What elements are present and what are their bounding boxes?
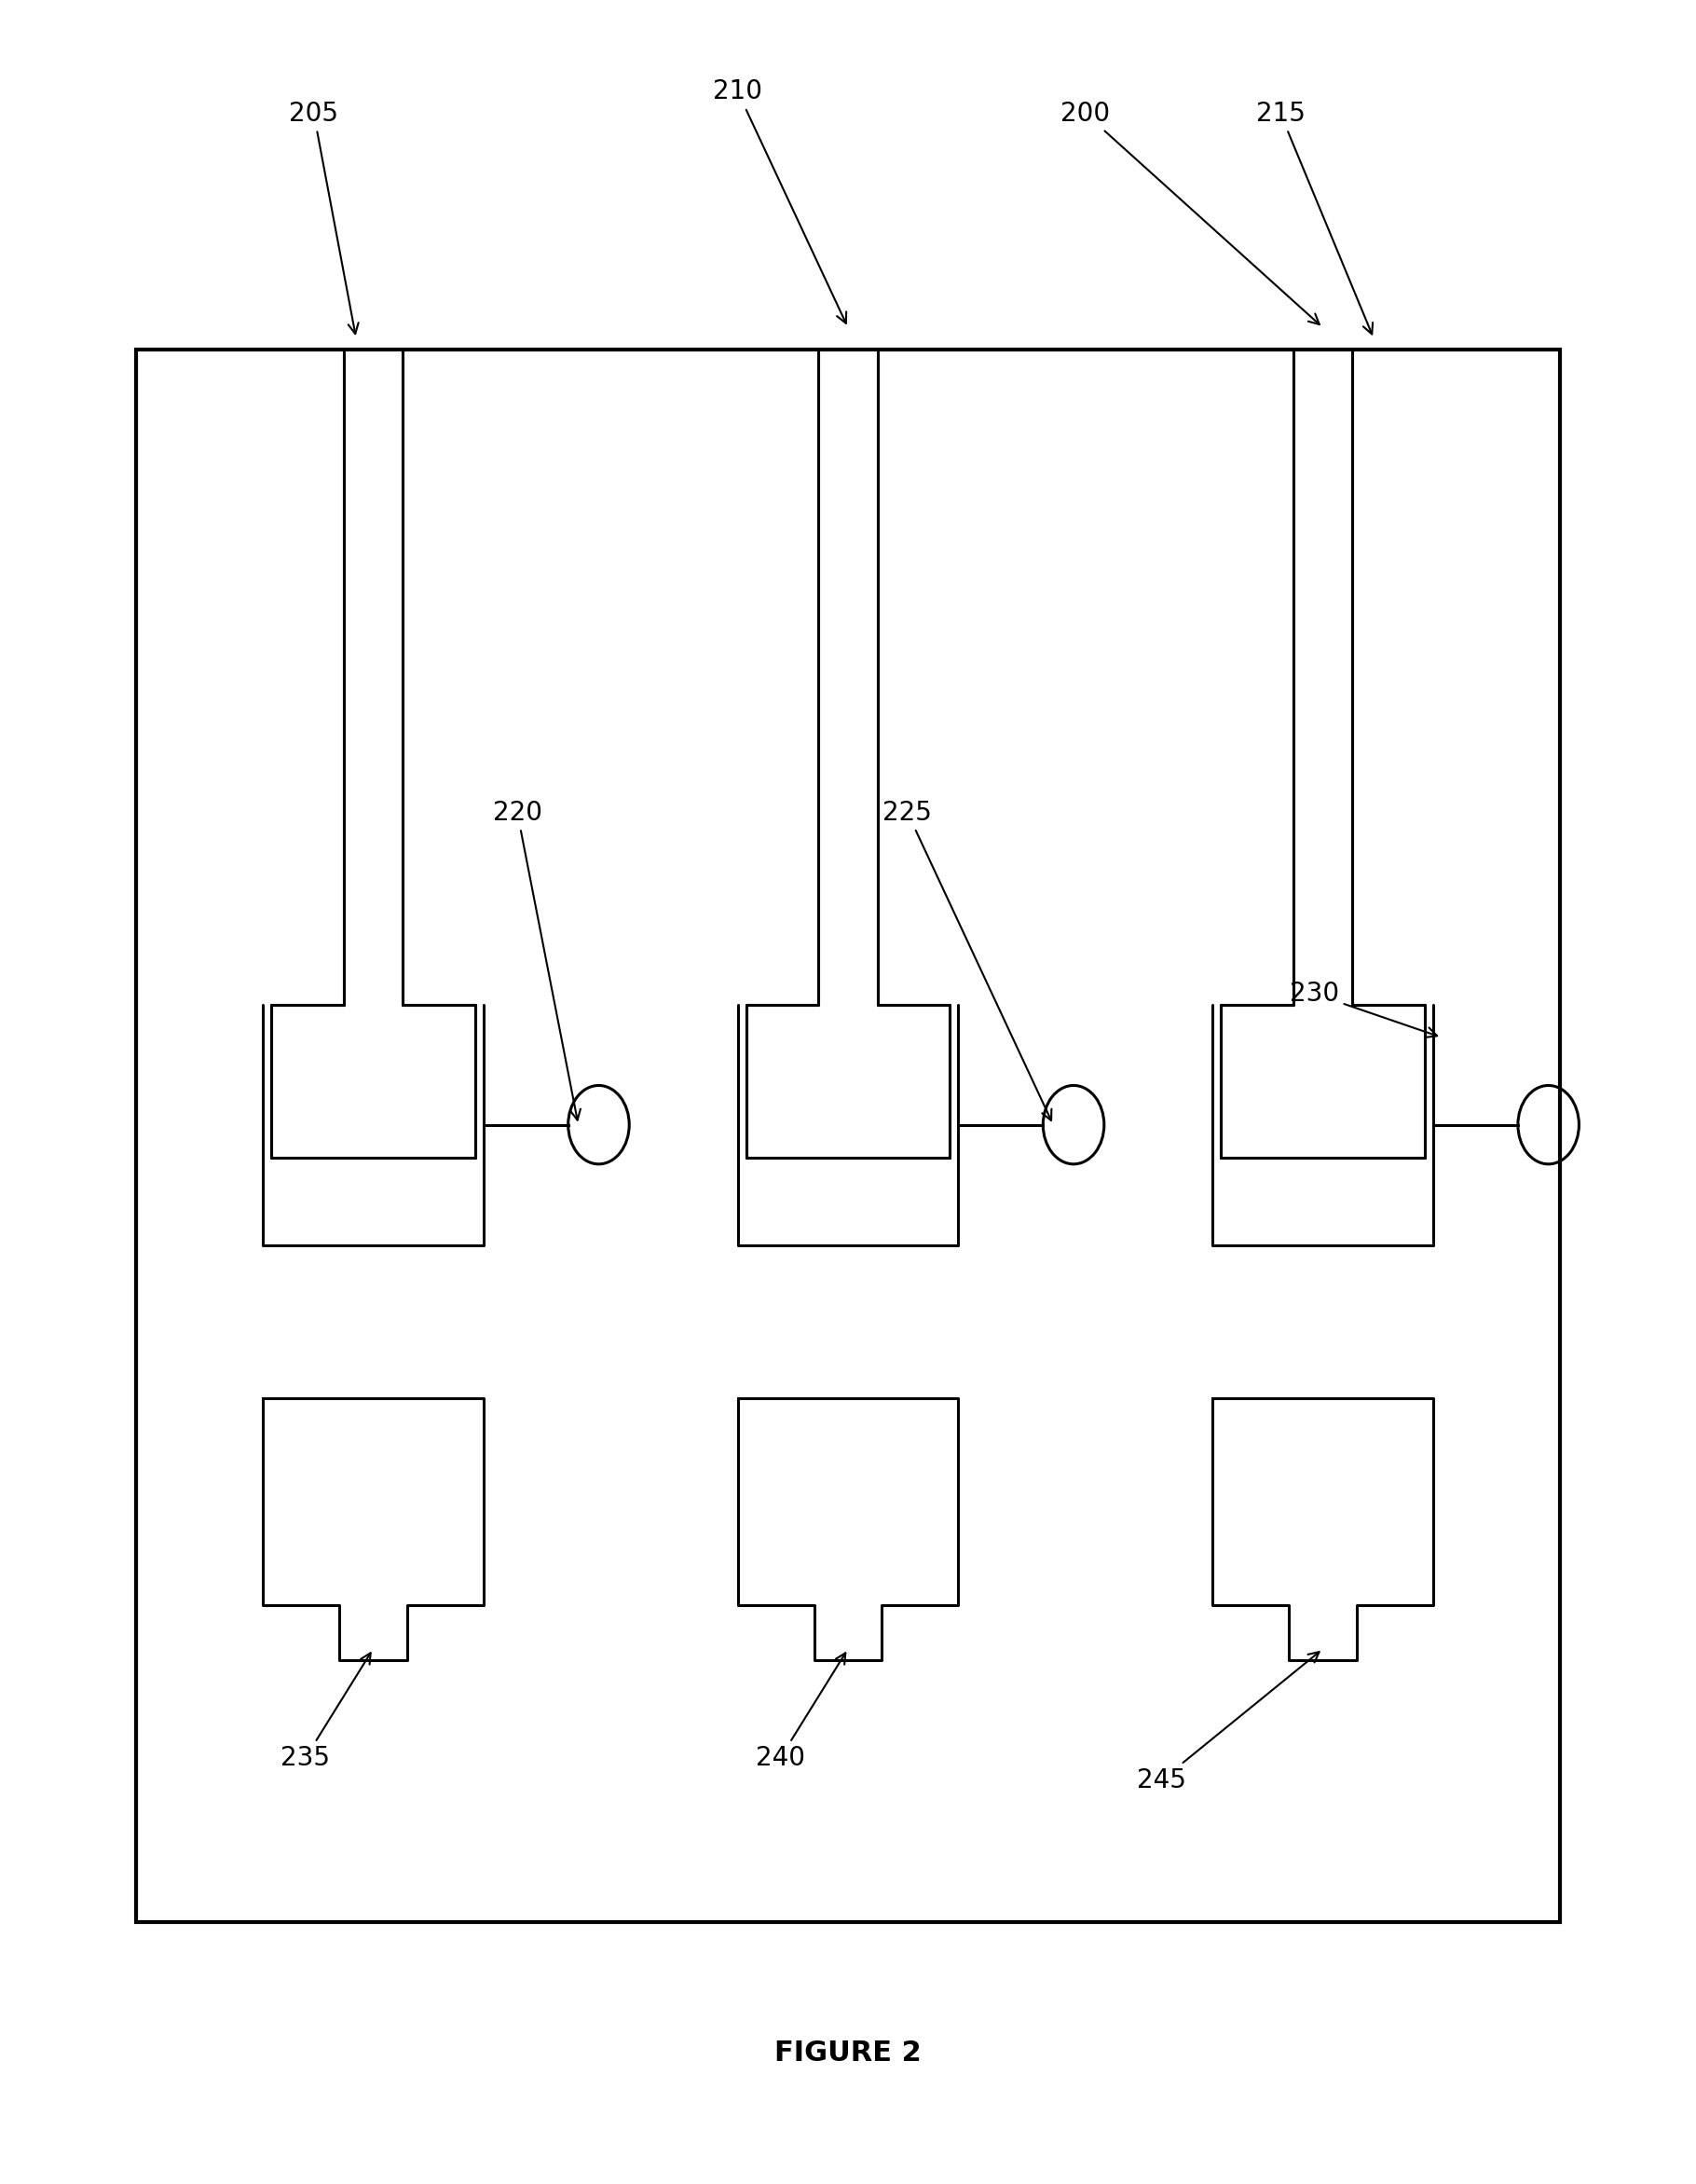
Text: 240: 240 bbox=[755, 1653, 846, 1771]
Polygon shape bbox=[1213, 1398, 1433, 1660]
Polygon shape bbox=[738, 1398, 958, 1660]
Polygon shape bbox=[1221, 349, 1425, 1158]
Text: 215: 215 bbox=[1255, 100, 1372, 334]
Text: 205: 205 bbox=[288, 100, 358, 334]
Polygon shape bbox=[263, 1398, 483, 1660]
Text: 245: 245 bbox=[1136, 1651, 1319, 1793]
Polygon shape bbox=[738, 1005, 958, 1245]
Polygon shape bbox=[271, 349, 475, 1158]
Text: 220: 220 bbox=[492, 799, 580, 1120]
Text: 210: 210 bbox=[712, 79, 846, 323]
Text: 230: 230 bbox=[1289, 981, 1437, 1037]
Text: 235: 235 bbox=[280, 1653, 371, 1771]
Polygon shape bbox=[263, 1005, 483, 1245]
Polygon shape bbox=[746, 349, 950, 1158]
Polygon shape bbox=[1213, 1005, 1433, 1245]
FancyBboxPatch shape bbox=[136, 349, 1560, 1922]
Text: 225: 225 bbox=[882, 799, 1052, 1120]
Text: 200: 200 bbox=[1060, 100, 1319, 325]
Text: FIGURE 2: FIGURE 2 bbox=[775, 2040, 921, 2066]
